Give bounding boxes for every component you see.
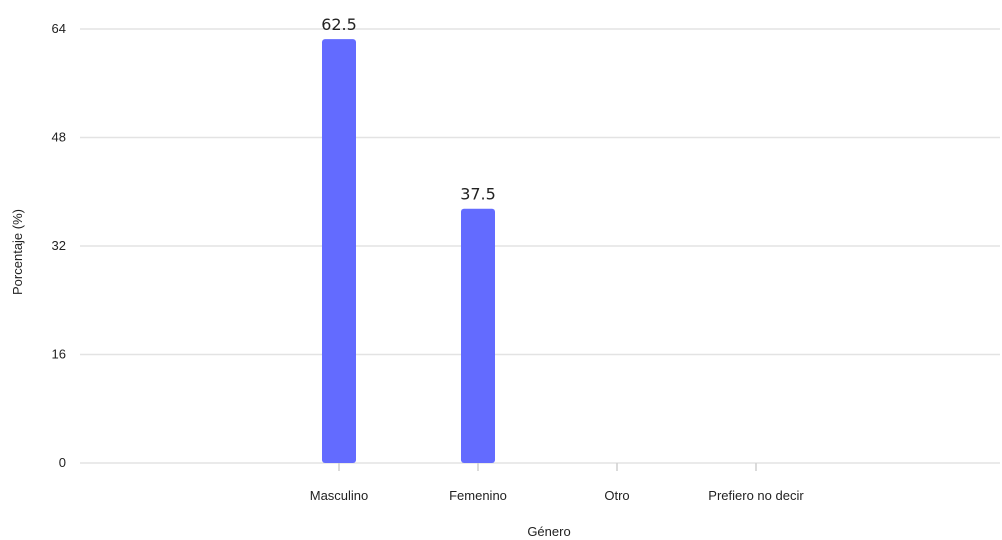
x-tick-label: Femenino [449, 488, 507, 503]
x-tick-label: Otro [604, 488, 629, 503]
y-axis-ticks: 0 16 32 48 64 [52, 21, 66, 470]
x-tick-label: Prefiero no decir [708, 488, 804, 503]
x-axis-ticks: Masculino Femenino Otro Prefiero no decir [310, 463, 804, 503]
y-tick-label: 64 [52, 21, 66, 36]
data-label: 37.5 [460, 185, 496, 204]
bar [461, 208, 495, 463]
data-label: 62.5 [321, 15, 357, 34]
bar [322, 39, 356, 463]
x-tick-label: Masculino [310, 488, 369, 503]
x-axis-title: Género [527, 524, 570, 539]
bars [322, 39, 495, 463]
y-tick-label: 48 [52, 130, 66, 145]
gridlines [80, 28, 1000, 464]
y-tick-label: 0 [59, 455, 66, 470]
y-axis-title: Porcentaje (%) [10, 209, 25, 295]
y-tick-label: 32 [52, 238, 66, 253]
y-tick-label: 16 [52, 347, 66, 362]
data-labels: 62.5 37.5 [321, 15, 496, 204]
